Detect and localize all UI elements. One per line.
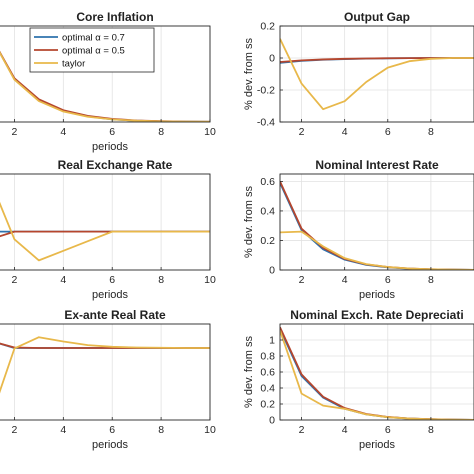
x-tick-label: 2	[299, 424, 305, 436]
x-tick-label: 8	[428, 126, 434, 138]
y-axis-label: % dev. from ss	[243, 186, 255, 258]
x-tick-label: 2	[12, 424, 18, 436]
x-tick-label: 2	[299, 126, 305, 138]
y-axis-label: % dev. from ss	[243, 336, 255, 408]
x-axis-label: periods	[92, 289, 129, 301]
x-tick-label: 2	[12, 126, 18, 138]
plot-area	[280, 174, 474, 270]
x-tick-label: 10	[204, 424, 216, 436]
x-tick-label: 10	[204, 126, 216, 138]
legend-entry: taylor	[62, 59, 85, 70]
x-tick-label: 10	[204, 274, 216, 286]
legend: optimal α = 0.7 optimal α = 0.5 taylor	[29, 27, 155, 73]
x-tick-label: 4	[342, 274, 348, 286]
panel-4: 2 4 6 8 0 0.2 0.4 0.6 Nominal Interest Rate perio…	[243, 158, 474, 301]
panel-6: 2 4 6 8 0 0.2 0.4 0.6 0.8 1 Nominal Exch. Rate Dep…	[243, 308, 474, 451]
y-tick-label: 0.6	[260, 367, 275, 379]
y-tick-label: 0	[269, 265, 275, 277]
x-tick-label: 6	[109, 274, 115, 286]
panel-5: 2 4 6 8 10 Ex-ante Real Rate periods	[0, 308, 216, 451]
plot-area	[0, 324, 210, 420]
x-axis-label: periods	[92, 439, 129, 451]
axes-frame	[279, 25, 474, 123]
x-tick-label: 2	[299, 274, 305, 286]
x-tick-label: 8	[158, 126, 164, 138]
y-tick-label: -0.4	[257, 117, 275, 129]
axes-frame	[279, 173, 474, 271]
y-tick-label: 0.4	[260, 383, 275, 395]
panel-title: Real Exchange Rate	[58, 158, 173, 172]
x-axis-label: periods	[359, 439, 396, 451]
x-tick-label: 8	[158, 424, 164, 436]
plot-area	[0, 174, 210, 270]
y-tick-label: 0.4	[260, 205, 275, 217]
x-tick-label: 4	[60, 274, 66, 286]
x-tick-label: 6	[385, 424, 391, 436]
x-axis-label: periods	[92, 141, 129, 153]
y-tick-label: 0.2	[260, 21, 275, 33]
y-tick-label: 0.2	[260, 399, 275, 411]
x-tick-label: 2	[12, 274, 18, 286]
series-line-3	[280, 38, 474, 111]
panel-1: 2 4 6 8 10 Core Inflation periods optimal α = 0…	[0, 10, 216, 153]
panel-title: Core Inflation	[76, 10, 153, 24]
axes-frame	[0, 173, 211, 271]
panel-title: Output Gap	[344, 10, 410, 24]
x-tick-label: 4	[60, 424, 66, 436]
x-tick-label: 6	[109, 424, 115, 436]
y-tick-label: 0	[269, 415, 275, 427]
x-tick-label: 4	[342, 424, 348, 436]
panel-title: Nominal Exch. Rate Depreciati	[290, 308, 463, 322]
y-tick-label: 0.6	[260, 176, 275, 188]
x-tick-label: 6	[385, 274, 391, 286]
y-tick-label: 0	[269, 53, 275, 65]
y-tick-label: 0.2	[260, 235, 275, 247]
x-axis-label: periods	[359, 289, 396, 301]
series-line-3	[0, 201, 210, 262]
panel-title: Ex-ante Real Rate	[64, 308, 166, 322]
x-tick-label: 4	[60, 126, 66, 138]
legend-entry: optimal α = 0.7	[62, 33, 125, 44]
panel-3: 2 4 6 8 10 Real Exchange Rate periods	[0, 158, 216, 301]
series-line-3	[280, 230, 474, 270]
panel-title: Nominal Interest Rate	[315, 158, 439, 172]
x-tick-label: 8	[428, 274, 434, 286]
y-axis-label: % dev. from ss	[243, 38, 255, 110]
x-tick-label: 8	[158, 274, 164, 286]
legend-entry: optimal α = 0.5	[62, 46, 125, 57]
series-line-3	[0, 51, 210, 122]
y-tick-label: 0.8	[260, 351, 275, 363]
x-tick-label: 4	[342, 126, 348, 138]
axes-frame	[0, 25, 211, 123]
axes-frame	[0, 323, 211, 421]
series-line-3	[0, 336, 210, 394]
x-tick-label: 6	[385, 126, 391, 138]
panel-2: 2 4 6 8 -0.4 -0.2 0 0.2 Output Gap % dev. from ss	[243, 10, 474, 138]
x-tick-label: 8	[428, 424, 434, 436]
y-tick-label: -0.2	[257, 85, 275, 97]
series-line-3	[280, 330, 474, 420]
y-tick-label: 1	[269, 335, 275, 347]
x-tick-label: 6	[109, 126, 115, 138]
